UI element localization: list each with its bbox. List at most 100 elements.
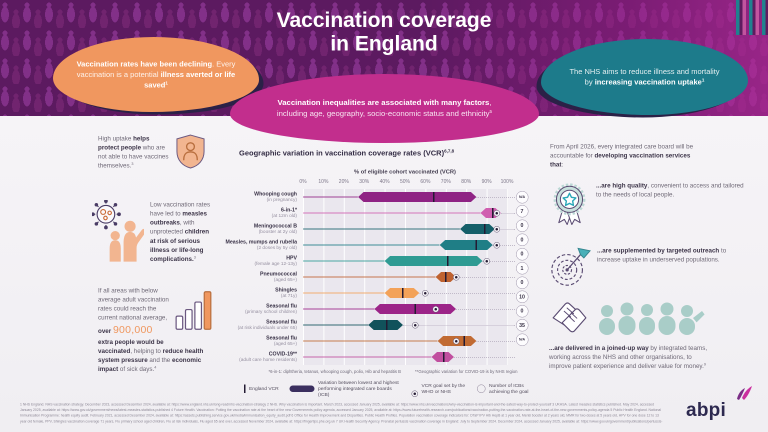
- icb-count-icon: [477, 384, 486, 394]
- page-title-line2: in England: [330, 31, 438, 56]
- baseline-line: [303, 308, 375, 310]
- icb-variation-range-bar: [432, 352, 454, 362]
- x-axis-tick: 80%: [461, 179, 472, 185]
- chart-row: [303, 221, 515, 237]
- vaccine-name: Meningococcal B: [253, 223, 297, 230]
- england-vcr-line: [385, 320, 388, 330]
- vaccine-cohort: (in pregnancy): [266, 197, 297, 203]
- legend-icbs-label: Number of ICBs achieving the goal: [489, 382, 529, 395]
- chart-badges: N/A 7 0 0 0 1 0 10 0 35 N/A: [508, 189, 536, 348]
- april-2026-intro: From April 2026, every integrated care b…: [550, 142, 700, 169]
- x-axis-tick: 0%: [299, 179, 307, 185]
- chart-row-label: Seasonal flu (at risk individuals under 6…: [238, 317, 303, 333]
- england-vcr-line: [432, 192, 435, 202]
- legend-icbs: Number of ICBs achieving the goal: [477, 383, 538, 395]
- corner-stripes-decoration: [736, 0, 768, 35]
- dotted-connector: [476, 340, 515, 342]
- icbs-achieving-goal-badge: 0: [515, 304, 529, 318]
- nhs-aims-bubble: The NHS aims to reduce illness and morta…: [541, 39, 748, 115]
- chart-row-label: Seasonal flu (primary school children): [238, 301, 303, 317]
- england-vcr-line: [414, 304, 416, 314]
- text-segment: 9: [703, 362, 706, 367]
- shield-person-icon: [175, 134, 206, 172]
- england-vcr-line: [491, 208, 494, 218]
- text-segment: to increase uptake in underserved popula…: [597, 247, 727, 264]
- x-axis-tick: 30%: [359, 179, 370, 185]
- england-vcr-line: [443, 352, 445, 362]
- chart-row: [303, 237, 515, 253]
- vaccine-name: Seasonal flu: [266, 319, 297, 326]
- text-segment: increasing vaccination uptake: [594, 78, 702, 87]
- text-segment: who are not able to have vaccines themse…: [98, 144, 169, 170]
- inequalities-bubble: Vaccination inequalities are associated …: [230, 74, 539, 143]
- baseline-line: [303, 340, 438, 342]
- england-vcr-line: [463, 336, 465, 346]
- text-segment: , including age, geography, socio-econom…: [276, 98, 492, 119]
- chart-row-label: COVID-19** (adult care home residents): [238, 349, 303, 365]
- dotted-connector: [494, 228, 515, 230]
- text-segment: 3: [131, 161, 134, 167]
- chart-row: [303, 205, 515, 221]
- chart-footnotes: *6-in-1: diphtheria, tetanus, whooping c…: [248, 369, 538, 374]
- page-title: Vaccination coverage in England: [0, 8, 768, 55]
- text-segment: 5: [489, 108, 493, 114]
- declining-rates-text: Vaccination rates have been declining. E…: [75, 59, 237, 91]
- text-segment: , convenient to access and tailored to t…: [596, 182, 744, 199]
- vcr-goal-marker: [483, 257, 490, 265]
- baseline-line: [303, 228, 461, 230]
- chart-row: [303, 333, 515, 349]
- baseline-line: [303, 276, 436, 278]
- text-segment: 900,000: [112, 323, 153, 336]
- text-segment: Vaccination inequalities are associated …: [277, 98, 490, 108]
- chart-row: [303, 349, 515, 365]
- icbs-achieving-goal-badge: 10: [515, 290, 529, 303]
- goal-marker-icon: [411, 390, 418, 397]
- vaccine-name: Seasonal flu: [266, 303, 297, 310]
- vaccine-cohort: (primary school children): [244, 309, 297, 315]
- chart-row-label: Seasonal flu (aged 65+): [238, 333, 303, 349]
- x-axis-tick: 60%: [420, 179, 431, 185]
- legend-england-vcr: England VCR: [244, 384, 280, 394]
- legend-variation-label: Variation between lowest and highest per…: [318, 380, 399, 398]
- extra-people-item: If all areas with below average adult va…: [98, 286, 212, 374]
- measles-outbreaks-item: Low vaccination rates have led to measle…: [90, 199, 216, 265]
- x-axis-tick: 90%: [481, 179, 492, 185]
- baseline-line: [303, 244, 440, 246]
- baseline-line: [303, 196, 359, 198]
- icbs-achieving-goal-badge: 0: [515, 276, 529, 289]
- dotted-connector: [402, 324, 515, 326]
- chart-row-label: Shingles (at 71y): [238, 285, 303, 301]
- references-text: 1 NHS England. NHS vaccination strategy.…: [20, 403, 663, 424]
- text-segment: of sick days.: [118, 365, 155, 373]
- x-axis-tick: 20%: [338, 179, 349, 185]
- inequalities-text: Vaccination inequalities are associated …: [262, 98, 507, 120]
- england-vcr-line: [483, 224, 486, 234]
- england-line-icon: [244, 384, 246, 394]
- text-segment: High uptake: [98, 135, 134, 142]
- text-segment: developing vaccination services that: [550, 152, 691, 169]
- chart-title-superscript: 6,7,8: [444, 148, 455, 154]
- icbs-achieving-goal-badge: 35: [515, 319, 529, 332]
- legend-variation: Variation between lowest and highest per…: [289, 380, 403, 398]
- abpi-bird-icon: [733, 385, 753, 405]
- dotted-connector: [453, 356, 515, 358]
- text-segment: Low vaccination rates have led to: [150, 201, 211, 218]
- text-segment: , with unprotected: [150, 219, 195, 236]
- baseline-line: [303, 260, 385, 262]
- herd-protection-item: High uptake helps protect people who are…: [98, 134, 206, 172]
- footnote-6in1: *6-in-1: diphtheria, tetanus, whooping c…: [268, 369, 402, 374]
- herd-protection-text: High uptake helps protect people who are…: [98, 134, 169, 170]
- page-title-line1: Vaccination coverage: [276, 8, 492, 32]
- vaccine-cohort: (at 12m old): [271, 213, 297, 219]
- text-segment: over: [98, 327, 113, 335]
- abpi-logo: abpi: [686, 385, 754, 423]
- vaccine-cohort: (2 doses by 5y old): [256, 245, 297, 251]
- dotted-connector: [492, 244, 515, 246]
- legend-england-label: England VCR: [249, 385, 279, 392]
- joined-up-item: ...are delivered in a joined-up way by i…: [549, 299, 749, 371]
- targeted-outreach-item: ...are supplemented by targeted outreach…: [549, 246, 744, 291]
- baseline-line: [303, 324, 369, 326]
- text-segment: ...are high quality: [596, 182, 648, 189]
- vaccine-name: Whooping cough: [254, 191, 297, 198]
- text-segment: and the: [147, 356, 173, 364]
